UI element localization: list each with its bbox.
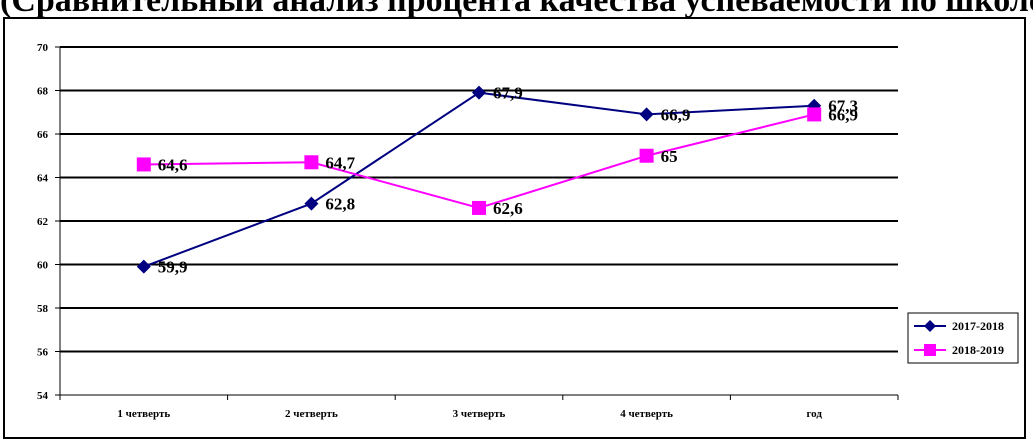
data-label: 62,6 (493, 199, 523, 218)
chart-frame (3, 17, 1026, 439)
y-tick-label: 64 (37, 173, 49, 185)
y-tick-label: 54 (37, 390, 49, 402)
y-tick-label: 68 (37, 86, 49, 98)
data-label: 64,7 (325, 153, 355, 172)
data-point-square (639, 148, 654, 163)
legend-label: 2018-2019 (952, 343, 1004, 357)
data-label: 66,9 (661, 105, 691, 124)
data-label: 65 (661, 147, 678, 166)
data-point-square (472, 200, 486, 215)
x-tick-label: 3 четверть (453, 408, 506, 420)
y-tick-label: 66 (37, 129, 49, 141)
data-point-diamond (472, 85, 486, 100)
data-point-square (136, 157, 151, 172)
data-point-square (807, 107, 822, 122)
y-tick-label: 60 (37, 260, 49, 272)
series-line-2018-2019 (143, 113, 815, 209)
data-label: 64,6 (158, 155, 188, 174)
data-point-square (304, 155, 319, 170)
x-tick-label: 2 четверть (285, 408, 338, 420)
chart-title: (Сравнительный анализ процента качества … (0, 0, 1033, 19)
data-label: 67,3 (828, 97, 858, 116)
y-tick-label: 62 (37, 216, 49, 228)
data-label: 66,9 (828, 105, 858, 124)
data-label: 59,9 (158, 258, 188, 277)
series-line-2017-2018 (143, 91, 815, 268)
legend-marker-diamond (924, 320, 936, 332)
legend-marker-square (924, 344, 936, 356)
y-tick-label: 58 (37, 303, 49, 315)
x-tick-label: 4 четверть (620, 408, 673, 420)
data-label: 62,8 (325, 195, 355, 214)
gridlines (60, 46, 898, 353)
data-point-diamond (304, 196, 319, 211)
data-label: 67,9 (493, 84, 523, 103)
x-tick-label: год (806, 408, 822, 420)
legend-label: 2017-2018 (952, 319, 1004, 333)
data-point-diamond (136, 259, 151, 274)
y-tick-label: 56 (37, 347, 49, 359)
legend: 2017-2018 2018-2019 (907, 312, 1019, 364)
data-point-diamond (639, 107, 654, 122)
axes: 54 56 58 60 62 64 66 68 70 1 четверть 2 четверть 3 … (37, 42, 899, 420)
x-tick-label: 1 четверть (117, 408, 170, 420)
y-tick-label: 70 (37, 42, 49, 54)
